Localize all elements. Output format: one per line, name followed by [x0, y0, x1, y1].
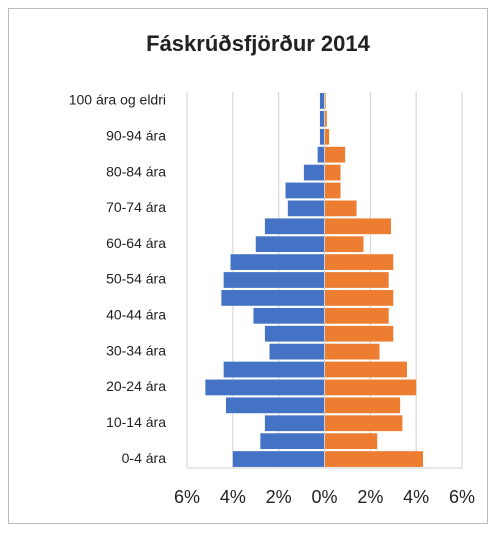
bar	[232, 451, 325, 467]
y-tick-label: 40-44 ára	[106, 307, 166, 323]
chart-title: Fáskrúðsfjörður 2014	[146, 31, 371, 56]
bar	[324, 254, 394, 270]
bar	[205, 379, 325, 396]
bar	[324, 200, 357, 217]
x-tick-label: 2%	[266, 487, 292, 507]
bar	[230, 254, 325, 270]
bar	[324, 182, 341, 199]
bar	[324, 397, 401, 414]
x-tick-label: 6%	[174, 487, 200, 507]
y-tick-label: 20-24 ára	[106, 378, 166, 394]
bar	[264, 218, 325, 235]
y-tick-label: 90-94 ára	[106, 127, 166, 143]
x-tick-label: 2%	[357, 487, 383, 507]
bar	[324, 451, 424, 467]
bar	[319, 93, 325, 109]
bar	[324, 290, 394, 306]
y-tick-label: 100 ára og eldri	[69, 92, 166, 108]
bar	[317, 146, 325, 163]
bar	[253, 307, 325, 324]
bar	[287, 200, 325, 217]
bar	[260, 433, 325, 450]
bar	[264, 415, 325, 432]
y-tick-label: 60-64 ára	[106, 235, 166, 251]
bar	[324, 110, 327, 127]
bar	[223, 361, 325, 378]
bar	[223, 272, 325, 288]
bar	[324, 128, 330, 145]
y-tick-label: 0-4 ára	[122, 450, 167, 466]
bar	[324, 379, 417, 396]
bar	[225, 397, 325, 414]
x-tick-label: 6%	[449, 487, 475, 507]
y-tick-label: 70-74 ára	[106, 199, 166, 215]
bar	[221, 290, 325, 306]
x-tick-label: 4%	[403, 487, 429, 507]
bar	[324, 272, 389, 288]
bar	[285, 182, 325, 199]
bar	[255, 236, 325, 253]
x-tick-label: 4%	[220, 487, 246, 507]
y-tick-label: 10-14 ára	[106, 414, 166, 430]
bar	[319, 128, 325, 145]
bar	[324, 361, 407, 378]
bar	[324, 415, 403, 432]
bar	[324, 236, 364, 253]
y-tick-label: 30-34 ára	[106, 342, 166, 358]
bar	[303, 164, 325, 181]
bar	[324, 343, 380, 360]
bar	[269, 343, 325, 360]
bar	[319, 110, 325, 127]
bar	[324, 433, 378, 450]
x-tick-label: 0%	[311, 487, 337, 507]
bar	[324, 307, 389, 324]
y-tick-label: 80-84 ára	[106, 163, 166, 179]
bar	[324, 325, 394, 342]
y-tick-label: 50-54 ára	[106, 271, 166, 287]
bar	[324, 164, 341, 181]
bar	[324, 146, 346, 163]
bar	[264, 325, 325, 342]
bar	[324, 218, 391, 235]
bar	[324, 93, 326, 109]
